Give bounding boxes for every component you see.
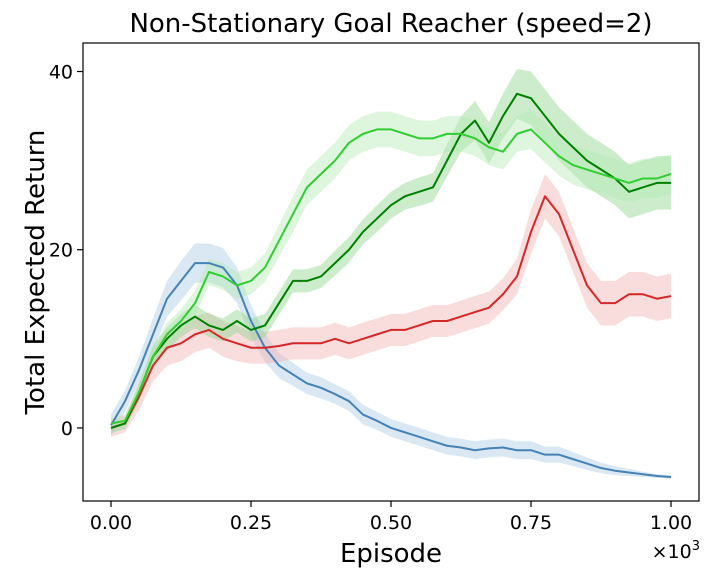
x-tick-label: 1.00 <box>650 512 692 534</box>
y-axis-label: Total Expected Return <box>21 130 51 416</box>
y-tick-label: 0 <box>61 418 73 440</box>
x-tick-label: 0.50 <box>370 512 412 534</box>
series-1-line <box>110 262 672 478</box>
x-tick-label: 0.75 <box>510 512 552 534</box>
series-1-band <box>111 243 671 479</box>
x-axis-offset-base: ×10 <box>652 541 692 563</box>
series-3-line <box>110 92 671 429</box>
chart-title: Non-Stationary Goal Reacher (speed=2) <box>129 9 652 39</box>
x-axis-offset-label: ×103 <box>652 539 700 563</box>
series-lines <box>110 92 672 478</box>
series-4-band <box>111 109 671 429</box>
x-axis-ticks: 0.00 0.25 0.50 0.75 1.00 <box>90 501 692 534</box>
series-2-line <box>110 195 672 429</box>
x-axis-label: Episode <box>340 539 442 569</box>
y-tick-label: 40 <box>49 62 73 84</box>
x-tick-label: 0.00 <box>90 512 132 534</box>
confidence-bands <box>111 68 671 479</box>
series-2-band <box>111 173 671 437</box>
series-4-line <box>110 128 672 425</box>
x-axis-offset-exponent: 3 <box>692 539 700 554</box>
y-tick-label: 20 <box>49 240 73 262</box>
y-axis-ticks: 0 20 40 <box>49 62 83 440</box>
x-tick-label: 0.25 <box>230 512 272 534</box>
